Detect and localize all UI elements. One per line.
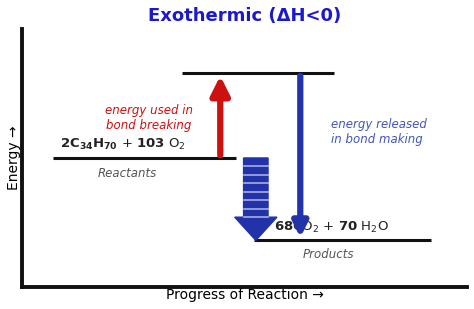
Text: Reactants: Reactants bbox=[98, 167, 157, 180]
Text: $\mathbf{68}$CO$_2$ + $\mathbf{70}$ H$_2$O: $\mathbf{68}$CO$_2$ + $\mathbf{70}$ H$_2… bbox=[273, 220, 388, 235]
Text: $\mathbf{2C_{34}H_{70}}$ + $\mathbf{103}$ O$_2$: $\mathbf{2C_{34}H_{70}}$ + $\mathbf{103}… bbox=[60, 137, 186, 151]
Y-axis label: Energy →: Energy → bbox=[7, 126, 21, 190]
Text: energy released
in bond making: energy released in bond making bbox=[331, 118, 427, 146]
Text: energy used in
bond breaking: energy used in bond breaking bbox=[105, 104, 193, 132]
Text: Products: Products bbox=[302, 248, 354, 261]
FancyArrow shape bbox=[235, 158, 277, 240]
X-axis label: Progress of Reaction →: Progress of Reaction → bbox=[166, 288, 324, 302]
Title: Exothermic (ΔH<0): Exothermic (ΔH<0) bbox=[148, 7, 341, 25]
